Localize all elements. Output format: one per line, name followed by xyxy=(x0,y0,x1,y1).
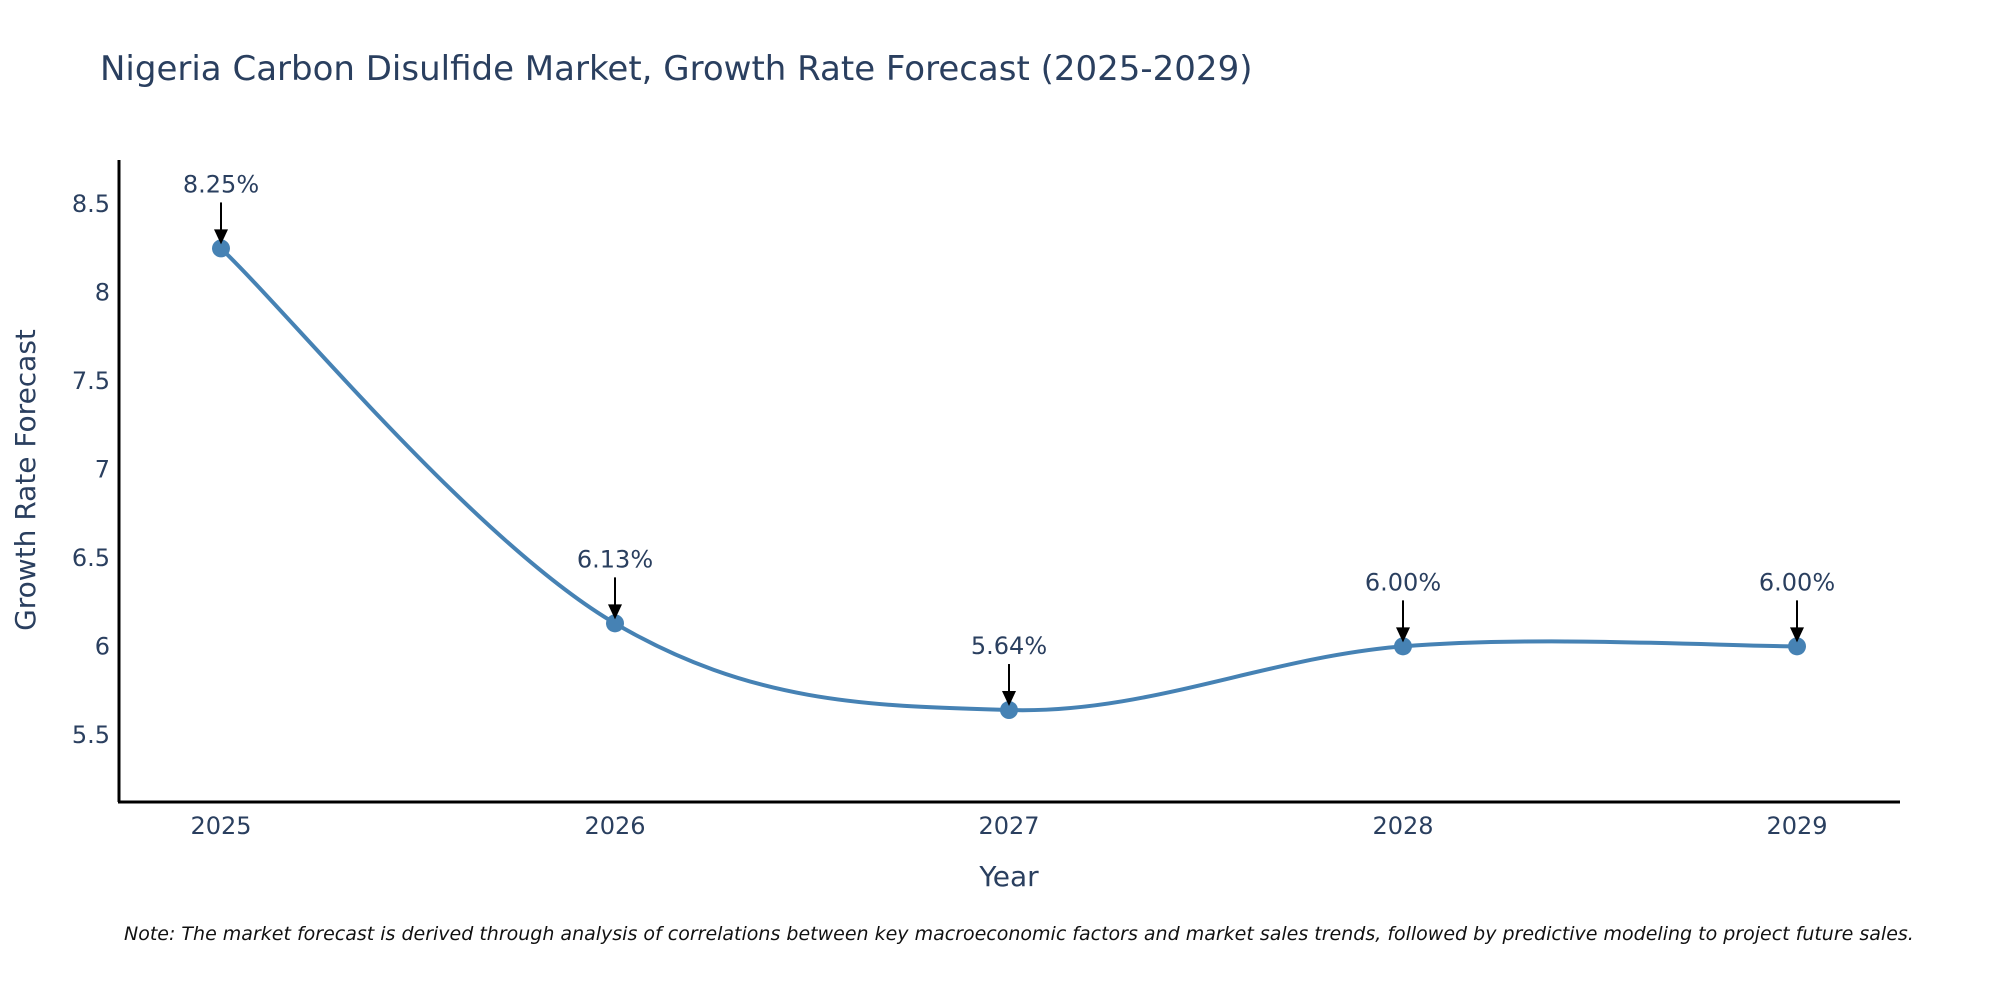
y-tick-label: 6 xyxy=(95,632,110,660)
data-annotations: 8.25% 6.13% 5.64% 6.00% 6.00% xyxy=(183,170,1835,707)
annotation-arrow-head xyxy=(1790,627,1804,643)
x-tick-label: 2027 xyxy=(978,812,1039,840)
y-tick-label: 5.5 xyxy=(72,721,110,749)
annotation-arrow-head xyxy=(1396,627,1410,643)
x-tick-label: 2029 xyxy=(1766,812,1827,840)
data-point xyxy=(212,239,230,258)
x-axis-ticks: 2025 2026 2027 2028 2029 xyxy=(190,812,1827,840)
data-label: 6.13% xyxy=(577,545,653,573)
footnote: Note: The market forecast is derived thr… xyxy=(124,923,1914,945)
x-tick-label: 2028 xyxy=(1372,812,1433,840)
x-tick-label: 2025 xyxy=(190,812,251,840)
y-tick-label: 7 xyxy=(95,456,110,484)
x-axis-title: Year xyxy=(978,860,1039,893)
data-point xyxy=(1394,637,1412,656)
y-axis-title: Growth Rate Forecast xyxy=(9,329,42,631)
data-label: 6.00% xyxy=(1759,568,1835,596)
x-tick-label: 2026 xyxy=(584,812,645,840)
y-tick-label: 8.5 xyxy=(72,190,110,218)
data-point xyxy=(1788,637,1806,656)
data-label: 6.00% xyxy=(1365,568,1441,596)
annotation-arrow-head xyxy=(1002,691,1016,707)
data-point xyxy=(606,614,624,633)
annotation-arrow-head xyxy=(608,604,622,620)
data-label: 5.64% xyxy=(971,632,1047,660)
y-axis-ticks: 5.5 6 6.5 7 7.5 8 8.5 xyxy=(72,190,110,749)
y-tick-label: 7.5 xyxy=(72,367,110,395)
series-line xyxy=(219,246,1798,713)
y-tick-label: 6.5 xyxy=(72,544,110,572)
y-tick-label: 8 xyxy=(95,279,110,307)
data-point xyxy=(1000,701,1018,720)
data-markers xyxy=(212,239,1806,720)
annotation-arrow-head xyxy=(214,229,228,245)
chart-title: Nigeria Carbon Disulfide Market, Growth … xyxy=(100,49,1252,89)
data-label: 8.25% xyxy=(183,170,259,198)
